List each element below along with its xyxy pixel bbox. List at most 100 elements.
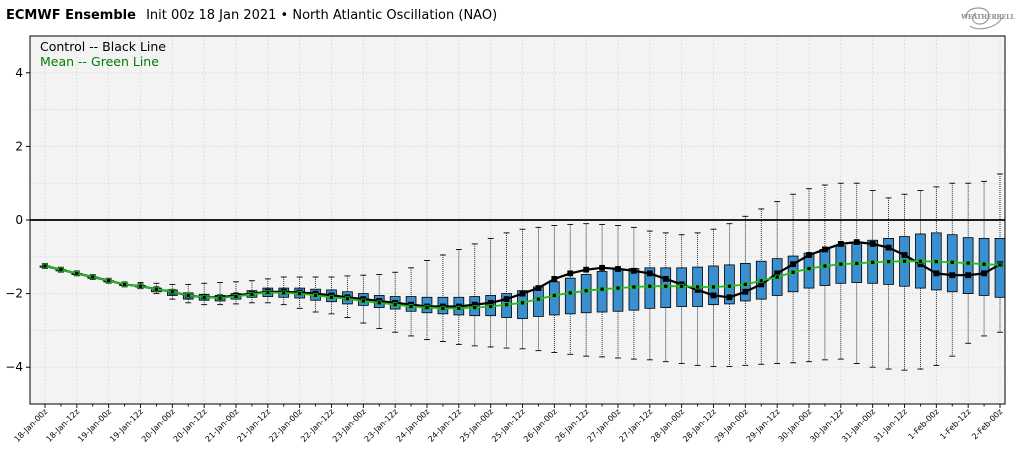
box-iqr bbox=[548, 281, 560, 316]
mean-marker bbox=[376, 300, 382, 306]
mean-marker bbox=[456, 305, 462, 311]
control-marker bbox=[869, 241, 876, 247]
y-tick-label: 4 bbox=[15, 66, 23, 80]
mean-marker bbox=[74, 270, 80, 276]
x-tick-label: 1-Feb-00z bbox=[907, 407, 941, 441]
mean-marker bbox=[297, 291, 303, 297]
mean-marker bbox=[663, 283, 669, 289]
control-marker bbox=[790, 261, 796, 268]
box-iqr bbox=[596, 271, 608, 313]
mean-marker bbox=[902, 258, 907, 264]
mean-marker bbox=[965, 260, 971, 266]
y-tick-label: 0 bbox=[15, 213, 23, 227]
legend-control-label: Control -- Black Line bbox=[40, 39, 166, 54]
mean-marker bbox=[711, 284, 716, 290]
mean-marker bbox=[854, 261, 860, 266]
plot-area: 420−2−418-Jan-00z18-Jan-12z19-Jan-00z19-… bbox=[5, 35, 1006, 444]
box-iqr bbox=[564, 277, 576, 315]
control-marker bbox=[615, 266, 621, 272]
mean-marker bbox=[838, 261, 844, 267]
mean-marker bbox=[997, 262, 1003, 268]
mean-marker bbox=[695, 284, 700, 290]
mean-marker bbox=[806, 266, 812, 271]
control-marker bbox=[965, 272, 972, 279]
control-marker bbox=[901, 252, 908, 258]
mean-marker bbox=[440, 305, 446, 311]
mean-marker bbox=[933, 259, 939, 264]
x-tick-label: 31-Jan-12z bbox=[872, 407, 909, 444]
mean-marker bbox=[822, 263, 828, 269]
mean-marker bbox=[615, 285, 621, 291]
mean-marker bbox=[583, 288, 589, 294]
control-marker bbox=[885, 244, 892, 251]
mean-marker bbox=[424, 305, 430, 310]
mean-marker bbox=[567, 290, 573, 296]
mean-marker bbox=[408, 304, 414, 309]
mean-marker bbox=[536, 296, 541, 302]
control-marker bbox=[631, 267, 637, 274]
mean-marker bbox=[472, 305, 478, 310]
mean-marker bbox=[169, 289, 175, 295]
box-iqr bbox=[962, 237, 974, 295]
control-marker bbox=[583, 266, 590, 273]
chart-title-brand: ECMWF Ensemble bbox=[6, 8, 136, 23]
legend-mean-label: Mean -- Green Line bbox=[40, 54, 159, 69]
mean-marker bbox=[488, 304, 494, 309]
mean-marker bbox=[981, 261, 987, 267]
mean-marker bbox=[249, 291, 255, 297]
mean-marker bbox=[265, 290, 271, 295]
y-tick-label: −2 bbox=[5, 287, 23, 301]
mean-marker bbox=[90, 274, 96, 280]
x-tick-label: 1-Feb-12z bbox=[938, 407, 972, 441]
mean-marker bbox=[106, 278, 112, 284]
mean-marker bbox=[201, 294, 207, 300]
control-marker bbox=[837, 241, 844, 247]
logo-swirl-icon bbox=[965, 7, 1003, 30]
mean-marker bbox=[392, 302, 398, 308]
chart-title: ECMWF Ensemble Init 00z 18 Jan 2021 • No… bbox=[6, 8, 497, 23]
control-marker bbox=[742, 288, 749, 295]
mean-marker bbox=[360, 298, 366, 304]
mean-marker bbox=[313, 293, 318, 298]
mean-marker bbox=[758, 278, 764, 284]
control-marker bbox=[646, 270, 653, 277]
mean-marker bbox=[551, 293, 557, 298]
mean-marker bbox=[58, 267, 64, 273]
mean-marker bbox=[631, 284, 637, 290]
control-marker bbox=[853, 239, 860, 245]
x-tick-label: 2-Feb-00z bbox=[970, 407, 1004, 441]
mean-marker bbox=[185, 293, 191, 298]
mean-marker bbox=[886, 259, 891, 264]
mean-marker bbox=[329, 294, 334, 300]
mean-marker bbox=[790, 269, 796, 275]
mean-marker bbox=[774, 274, 780, 280]
control-marker bbox=[519, 290, 526, 297]
mean-marker bbox=[918, 258, 923, 264]
mean-marker bbox=[42, 263, 48, 269]
y-tick-label: −4 bbox=[5, 360, 23, 374]
mean-marker bbox=[679, 283, 685, 289]
mean-marker bbox=[949, 259, 955, 265]
mean-marker bbox=[233, 294, 239, 299]
box-iqr bbox=[533, 286, 544, 317]
weatherbell-logo: WEATHERBELL bbox=[960, 7, 1015, 30]
mean-marker bbox=[504, 302, 509, 308]
mean-marker bbox=[138, 283, 143, 289]
control-marker bbox=[933, 270, 940, 277]
logo-text: WEATHERBELL bbox=[960, 14, 1015, 21]
control-marker bbox=[535, 285, 542, 291]
mean-marker bbox=[870, 259, 876, 265]
mean-marker bbox=[345, 296, 350, 302]
chart-title-subtitle: Init 00z 18 Jan 2021 • North Atlantic Os… bbox=[146, 8, 498, 23]
mean-marker bbox=[520, 300, 525, 306]
y-tick-label: 2 bbox=[15, 139, 23, 153]
control-marker bbox=[503, 296, 510, 303]
mean-marker bbox=[647, 283, 653, 289]
mean-marker bbox=[281, 290, 287, 296]
box-iqr bbox=[994, 237, 1006, 298]
control-marker bbox=[806, 252, 812, 258]
control-marker bbox=[949, 272, 956, 279]
control-marker bbox=[710, 292, 717, 299]
box-iqr bbox=[978, 237, 990, 296]
